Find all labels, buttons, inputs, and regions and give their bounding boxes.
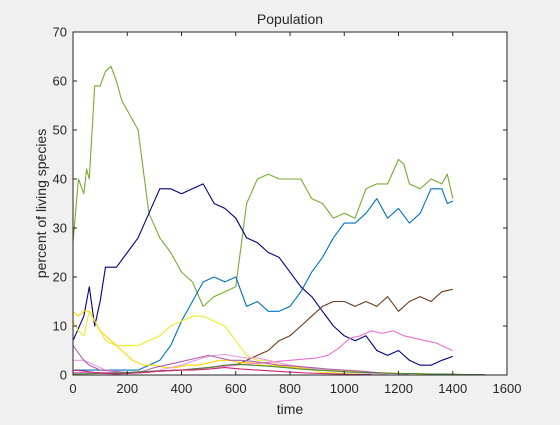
y-tick-label: 30 [53,221,67,236]
x-tick-label: 1200 [384,381,413,396]
x-tick-label: 400 [171,381,193,396]
x-tick-label: 600 [225,381,247,396]
y-tick-label: 20 [53,270,67,285]
chart-title: Population [257,11,323,27]
x-tick-label: 1000 [330,381,359,396]
series-line-11 [72,367,372,376]
y-tick-label: 70 [53,25,67,40]
y-tick-label: 50 [53,123,67,138]
y-axis-label: percent of living species [33,129,49,278]
series-line-1 [72,65,454,307]
x-tick-label: 1600 [493,381,522,396]
x-tick-label: 200 [116,381,138,396]
plot-area [73,32,507,375]
series-line-2 [73,188,454,371]
x-tick-label: 1400 [438,381,467,396]
y-tick-label: 40 [53,172,67,187]
tick-layer: 0 200 400 600 800 1000 1200 1400 1600 0 10 20 30 40 50… [53,25,522,397]
x-tick-label: 800 [279,381,301,396]
y-tick-label: 10 [53,319,67,334]
x-tick-label: 0 [69,381,76,396]
y-tick-label: 0 [60,368,67,383]
x-axis-label: time [277,401,304,417]
series-layer [72,65,486,376]
series-line-8 [73,353,388,375]
y-tick-label: 60 [53,74,67,89]
series-line-3 [72,183,453,366]
series-line-9 [72,345,410,375]
